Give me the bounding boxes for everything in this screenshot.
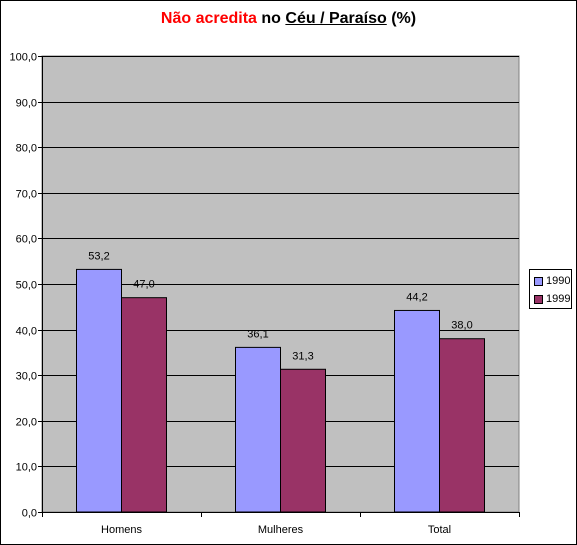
legend-label-1999: 1999 <box>546 293 571 305</box>
bar-1999-total <box>439 338 485 513</box>
x-tick-label: Total <box>428 524 451 536</box>
y-tick-label: 30,0 <box>16 371 37 383</box>
bar-1990-mulheres <box>235 346 281 513</box>
chart-legend: 1990 1999 <box>529 269 572 309</box>
chart-title-part-3: Céu / Paraíso <box>285 10 387 27</box>
y-tick-label: 10,0 <box>16 462 37 474</box>
data-label: 53,2 <box>88 250 109 262</box>
chart-title-part-2: no <box>256 10 286 27</box>
bar-1999-mulheres <box>280 368 326 513</box>
legend-swatch-1999 <box>534 295 543 304</box>
y-tick-label: 0,0 <box>22 508 37 520</box>
chart-title-part-4: (%) <box>386 10 417 27</box>
y-tick-label: 80,0 <box>16 143 37 155</box>
bar-1990-total <box>394 309 440 513</box>
legend-label-1990: 1990 <box>546 275 571 287</box>
y-tick-label: 50,0 <box>16 280 37 292</box>
x-tick-label: Mulheres <box>258 524 304 536</box>
y-tick-label: 100,0 <box>9 52 37 64</box>
chart-title: Não acredita no Céu / Paraíso (%) <box>0 10 577 28</box>
data-label: 47,0 <box>133 279 154 291</box>
bar-1999-homens <box>121 297 167 513</box>
legend-swatch-1990 <box>534 277 543 286</box>
data-label: 38,0 <box>451 320 472 332</box>
y-tick-label: 90,0 <box>16 98 37 110</box>
x-tick-label: Homens <box>101 524 142 536</box>
y-tick-label: 60,0 <box>16 234 37 246</box>
y-tick-label: 40,0 <box>16 326 37 338</box>
data-label: 36,1 <box>247 328 268 340</box>
y-tick-label: 70,0 <box>16 189 37 201</box>
data-label: 44,2 <box>406 291 427 303</box>
data-label: 31,3 <box>292 350 313 362</box>
chart-title-part-1: Não acredita <box>160 10 257 27</box>
bar-1990-homens <box>76 268 122 513</box>
y-tick-label: 20,0 <box>16 417 37 429</box>
